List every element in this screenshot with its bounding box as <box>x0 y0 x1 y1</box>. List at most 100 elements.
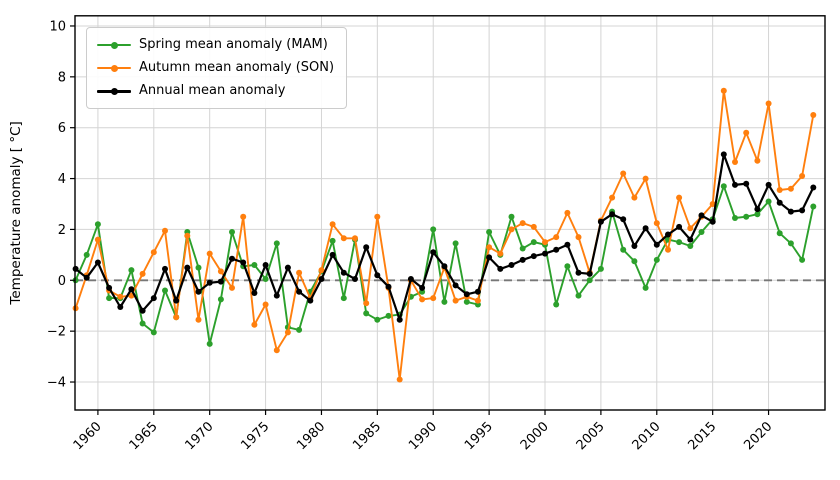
annual-data-point <box>229 255 235 262</box>
annual-series <box>72 151 817 323</box>
spring-data-point <box>329 237 336 244</box>
autumn-data-point <box>642 175 649 182</box>
spring-data-point <box>452 240 459 247</box>
autumn-data-point <box>810 112 817 118</box>
x-tick-label: 1990 <box>406 419 440 453</box>
annual-data-point <box>508 262 515 268</box>
autumn-data-point <box>564 209 571 216</box>
spring-data-point <box>732 215 738 221</box>
annual-data-point <box>318 276 325 282</box>
y-tick-label: 6 <box>58 121 66 136</box>
spring-data-point <box>575 292 582 299</box>
spring-data-point <box>776 230 783 237</box>
autumn-data-point <box>374 213 381 220</box>
annual-data-point <box>195 288 202 295</box>
legend-item-spring: Spring mean anomaly (MAM) <box>97 35 334 55</box>
annual-data-point <box>709 218 716 225</box>
annual-data-point <box>284 264 291 271</box>
autumn-data-point <box>519 220 526 227</box>
annual-data-point <box>530 253 537 260</box>
annual-data-point <box>732 181 738 188</box>
autumn-data-point <box>787 185 794 192</box>
annual-data-point <box>106 284 113 291</box>
y-tick-label: 8 <box>58 70 66 85</box>
autumn-data-point <box>575 234 582 241</box>
spring-data-point <box>296 326 303 333</box>
autumn-data-point <box>665 246 671 253</box>
annual-data-point <box>676 223 683 230</box>
annual-data-point <box>150 295 157 302</box>
annual-data-point <box>754 206 761 213</box>
legend-item-annual: Annual mean anomaly <box>97 81 334 101</box>
annual-data-point <box>296 288 303 295</box>
spring-data-point <box>631 258 638 265</box>
spring-data-point <box>441 298 448 305</box>
annual-data-point <box>519 256 526 263</box>
annual-data-point <box>217 278 224 285</box>
autumn-data-point <box>150 249 157 256</box>
autumn-data-point <box>184 232 191 239</box>
annual-data-point <box>642 225 649 232</box>
spring-data-point <box>508 213 515 220</box>
y-tick-label: 0 <box>58 274 66 289</box>
autumn-data-point <box>709 201 716 207</box>
annual-data-point <box>597 218 604 225</box>
autumn-data-point <box>117 293 124 300</box>
autumn-data-point <box>352 235 358 242</box>
x-tick-label: 1970 <box>183 419 217 453</box>
annual-data-point <box>631 243 638 249</box>
annual-data-point <box>419 284 426 291</box>
legend-item-autumn: Autumn mean anomaly (SON) <box>97 58 334 78</box>
legend-label-spring: Spring mean anomaly (MAM) <box>139 37 328 52</box>
y-axis-label: Temperature anomaly [ °C] <box>8 121 24 305</box>
autumn-data-point <box>486 244 493 251</box>
spring-data-point <box>530 239 537 246</box>
annual-data-point <box>385 283 392 290</box>
annual-line-marker-swatch-icon <box>97 84 131 98</box>
annual-data-point <box>430 249 437 256</box>
annual-data-point <box>340 269 347 276</box>
autumn-data-point <box>474 297 481 304</box>
annual-data-point <box>139 307 146 314</box>
spring-data-point <box>754 211 761 218</box>
annual-data-point <box>497 265 504 272</box>
autumn-data-point <box>799 173 806 179</box>
spring-line-marker-swatch-icon <box>97 38 131 52</box>
annual-data-point <box>799 207 806 214</box>
y-tick-label: 4 <box>58 172 66 187</box>
spring-data-point <box>810 203 817 210</box>
autumn-data-point <box>262 301 269 308</box>
annual-data-point <box>586 270 593 277</box>
spring-data-point <box>340 295 347 302</box>
autumn-data-point <box>329 221 336 228</box>
x-tick-label: 1980 <box>294 419 328 453</box>
autumn-line-marker-swatch-icon <box>97 61 131 75</box>
spring-data-point <box>385 312 392 319</box>
spring-data-point <box>597 265 604 272</box>
x-tick-label: 1985 <box>350 419 384 453</box>
gridlines <box>75 15 825 410</box>
annual-data-point <box>452 282 459 289</box>
x-tick-label: 2010 <box>630 419 664 453</box>
spring-data-point <box>720 183 727 190</box>
annual-data-point <box>698 212 705 219</box>
x-tick-label: 1960 <box>71 419 105 453</box>
autumn-data-point <box>162 227 168 234</box>
annual-data-point <box>474 288 481 295</box>
autumn-data-point <box>720 87 727 94</box>
spring-data-point <box>430 226 437 233</box>
spring-data-point <box>273 240 280 247</box>
annual-data-point <box>117 304 124 310</box>
spring-data-point <box>162 287 168 294</box>
spring-data-point <box>765 198 772 205</box>
spring-data-point <box>553 301 560 308</box>
autumn-data-point <box>94 236 101 243</box>
spring-data-point <box>564 263 571 270</box>
autumn-data-point <box>542 239 548 246</box>
annual-data-point <box>273 292 280 299</box>
autumn-data-point <box>251 321 258 328</box>
spring-data-point <box>94 221 101 228</box>
spring-data-point <box>787 240 794 247</box>
annual-data-point <box>486 254 493 261</box>
autumn-data-point <box>284 329 291 336</box>
